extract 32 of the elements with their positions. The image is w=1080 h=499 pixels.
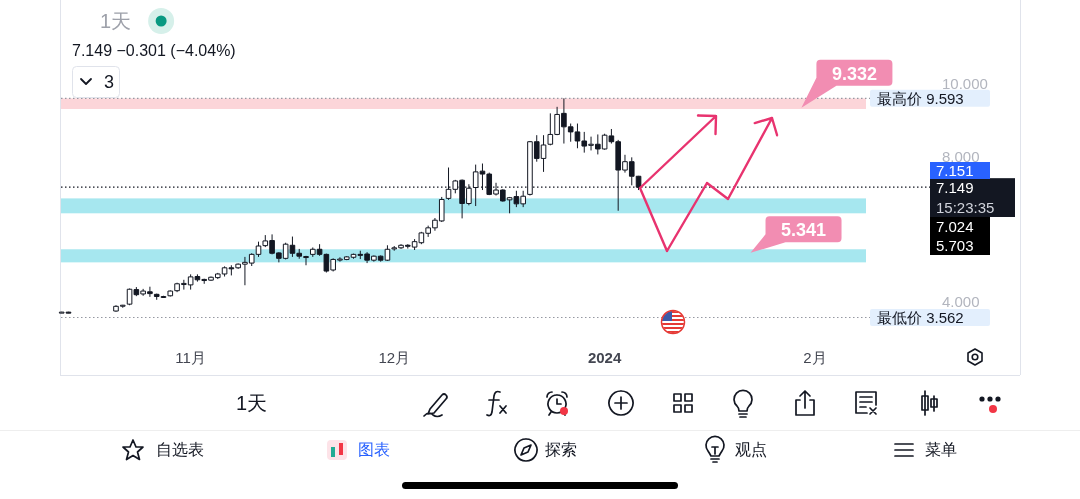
annotation: 15:23:35 <box>936 198 995 216</box>
x-tick-label: 11月 <box>175 348 206 366</box>
text: 探索 <box>545 440 577 458</box>
text: 图表 <box>358 440 390 458</box>
y-tick-label: 4.000 <box>942 293 980 311</box>
price-label: 7.024 <box>930 217 990 236</box>
annotation: 7.151 <box>936 162 974 179</box>
x-tick-label: 12月 <box>378 348 411 366</box>
annotation: 3 <box>104 72 115 92</box>
price-label: 7.151 <box>930 162 990 179</box>
ref-line-label: 7.149 <box>936 179 974 197</box>
text: 7.149 −0.301 (−4.04%) <box>72 41 236 59</box>
x-tick-label: 2月 <box>803 348 827 366</box>
y-tick-label: 8.000 <box>942 147 980 165</box>
price-label: 最低价 3.562 <box>870 309 990 326</box>
price-label: 5.703 <box>930 236 990 255</box>
ref-line-label: 最低价 3.562 <box>877 309 964 327</box>
annotation: 5.341 <box>781 220 827 241</box>
text: 菜单 <box>925 440 957 458</box>
text: 1天 <box>100 10 132 32</box>
price-label-current: 7.149 <box>930 178 1015 198</box>
price-label: 15:23:35 <box>930 197 1015 217</box>
callout: 5.341 <box>750 216 842 253</box>
text: 观点 <box>735 440 767 458</box>
annotation: 5.703 <box>936 237 974 254</box>
annotation: 7.024 <box>936 218 974 235</box>
x-tick-label: 2024 <box>587 348 622 366</box>
price-label: 最高价 9.593 <box>870 89 990 107</box>
text: 1天 <box>236 392 268 414</box>
text: 自选表 <box>156 440 204 458</box>
control-indicators-toggle: 3 <box>72 66 120 98</box>
annotation: 9.332 <box>831 63 877 84</box>
